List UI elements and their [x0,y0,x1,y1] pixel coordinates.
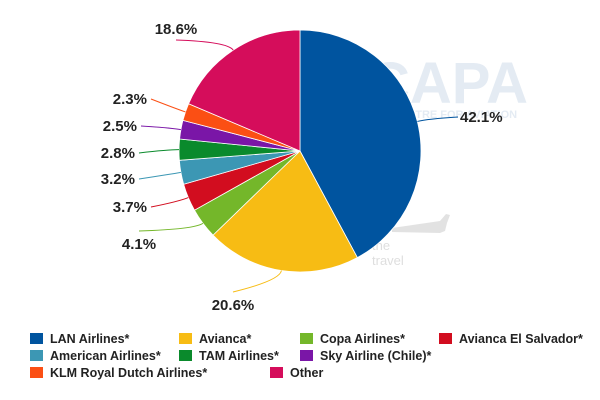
legend-item[interactable]: TAM Airlines* [179,349,300,363]
watermark-tagline: CENTRE FOR AVIATION [392,109,517,121]
legend-swatch [300,350,313,361]
legend-swatch [179,333,192,344]
legend-item[interactable]: Avianca* [179,332,300,346]
legend-swatch [300,333,313,344]
data-label: 42.1% [460,109,503,126]
legend-label: Copa Airlines* [320,331,405,346]
legend-label: Other [290,365,324,380]
data-label: 2.8% [101,145,135,162]
legend-swatch [179,350,192,361]
legend-label: Avianca* [199,331,252,346]
legend-label: Avianca El Salvador* [459,331,583,346]
data-label: 4.1% [122,236,156,253]
leader-line [138,149,180,154]
legend-row: LAN Airlines* Avianca* Copa Airlines* Av… [30,330,590,347]
watermark-slogan-2: travel [372,253,404,268]
leader-line [150,197,189,208]
airplane-icon [392,214,450,233]
leader-line [138,222,204,232]
legend-item[interactable]: Other [270,366,391,380]
legend-label: Sky Airline (Chile)* [320,348,432,363]
pie-slice[interactable] [299,29,422,259]
legend-swatch [30,333,43,344]
legend-item[interactable]: Sky Airline (Chile)* [300,349,439,363]
leader-line [417,116,459,122]
legend-row: American Airlines* TAM Airlines* Sky Air… [30,347,590,364]
legend-swatch [30,367,43,378]
data-label: 18.6% [155,21,198,38]
legend-label: TAM Airlines* [199,348,279,363]
pie-slice[interactable] [188,29,301,152]
legend: LAN Airlines* Avianca* Copa Airlines* Av… [30,330,590,381]
legend-item[interactable]: Avianca El Salvador* [439,332,583,346]
legend-label: American Airlines* [50,348,161,363]
leader-line [138,171,181,180]
legend-swatch [270,367,283,378]
legend-label: LAN Airlines* [50,331,130,346]
leader-line [175,39,234,51]
data-label: 2.5% [103,118,137,135]
data-label: 3.2% [101,171,135,188]
legend-item[interactable]: American Airlines* [30,349,179,363]
data-label: 20.6% [212,297,255,314]
leader-line [140,125,181,131]
pie-slices [178,29,422,273]
pie-slice[interactable] [212,150,358,273]
data-label: 2.3% [113,91,147,108]
legend-item[interactable]: LAN Airlines* [30,332,179,346]
legend-row: KLM Royal Dutch Airlines* Other [30,364,590,381]
legend-item[interactable]: KLM Royal Dutch Airlines* [30,366,270,380]
legend-label: KLM Royal Dutch Airlines* [50,365,208,380]
pie-chart: CAPA CENTRE FOR AVIATION the travel 42.1… [101,21,528,314]
legend-item[interactable]: Copa Airlines* [300,332,439,346]
data-labels: 42.1% 20.6% 4.1% 3.7% 3.2% 2.8% 2.5% 2.3% 18.6% [101,21,503,314]
legend-swatch [439,333,452,344]
leader-line [150,98,186,113]
leader-line [232,270,282,293]
leader-lines [138,39,459,293]
data-label: 3.7% [113,199,147,216]
legend-swatch [30,350,43,361]
